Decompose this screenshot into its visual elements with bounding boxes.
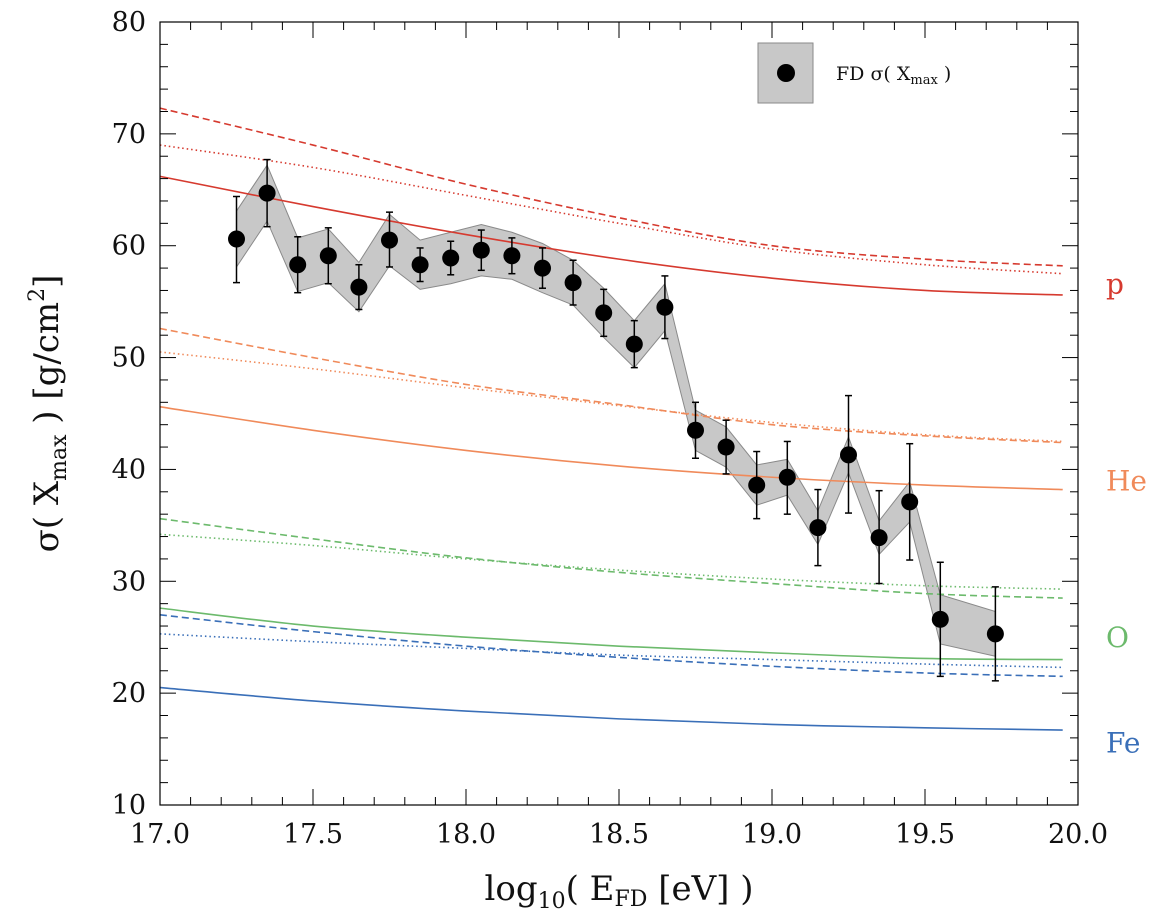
x-tick-label: 19.0 [742,819,802,850]
model-line-he-dashed [159,327,1063,444]
y-title-end: ] [27,275,67,288]
species-label-p: p [1106,268,1124,301]
data-point [442,249,460,267]
y-axis-title: σ( Xmax ) [g/cm2] [25,275,72,553]
legend-label-prefix: FD σ( X [836,63,911,85]
y-tick-label: 20 [112,678,146,709]
model-line-o-dotted [159,533,1063,590]
systematic-band [236,164,996,657]
data-point [778,468,796,486]
x-title-prefix: log [484,869,537,909]
data-point [748,476,766,494]
plot-frame [159,21,1079,806]
x-title-sub2: FD [615,887,648,912]
y-title-sup: 2 [25,288,50,302]
data-point [870,529,888,547]
data-point [381,231,398,249]
model-lines-layer [159,107,1063,731]
x-tick-label: 18.0 [436,819,496,850]
data-point [840,446,857,464]
x-tick-label: 17.5 [283,819,343,850]
data-point [809,519,827,537]
y-title-close: ) [g/cm [27,302,67,435]
error-bars-layer [233,158,999,682]
data-point [986,625,1004,643]
axis-ticks-layer [159,21,1079,806]
x-title-close: [eV] ) [647,869,753,909]
data-point [595,304,613,322]
x-tick-label: 18.5 [589,819,649,850]
data-point [687,421,704,439]
y-tick-label: 40 [112,454,146,485]
model-line-he-solid [159,405,1063,491]
data-point [319,247,337,265]
y-tick-label: 70 [112,119,146,150]
model-line-o-dashed [159,517,1063,599]
data-point [901,493,919,511]
y-tick-label: 80 [112,7,146,38]
data-point [289,256,307,274]
x-title-open: ( E [566,869,615,909]
data-point [472,241,490,259]
data-point [931,610,949,628]
species-label-he: He [1106,465,1147,498]
species-label-o: O [1106,621,1129,654]
model-line-he-dotted [159,351,1063,443]
systematic-band-layer [236,164,996,657]
model-line-o-solid [159,607,1063,661]
data-point [717,438,735,456]
legend-marker [777,64,795,82]
legend-label-suffix: ) [938,63,951,85]
model-line-p-dashed [159,107,1063,267]
data-point [411,256,429,274]
data-point [656,298,674,316]
legend-label: FD σ( Xmax ) [836,63,951,88]
data-point [258,184,276,202]
y-title-sub: max [47,434,72,481]
model-line-fe-dotted [159,633,1063,669]
x-tick-label: 19.5 [895,819,955,850]
data-point [228,230,245,248]
legend: FD σ( Xmax ) [757,42,951,104]
x-tick-label: 17.0 [130,819,190,850]
data-point [625,335,643,353]
data-point [534,259,551,277]
y-tick-label: 10 [112,790,146,821]
legend-label-sub: max [910,73,938,88]
x-axis-title: log10( EFD [eV] ) [484,869,753,914]
model-line-fe-solid [159,686,1063,731]
x-tick-label: 20.0 [1048,819,1108,850]
species-label-fe: Fe [1106,726,1140,759]
tick-labels-layer: 17.0 17.5 18.0 18.5 19.0 19.5 20.0 10 20 30 40 50 60… [112,7,1108,850]
species-labels-layer: p He O Fe [1106,268,1147,760]
x-title-sub: 10 [538,889,566,914]
data-point [503,247,521,265]
y-tick-label: 60 [112,231,146,262]
data-points-layer [228,184,1004,643]
data-point [564,274,582,292]
model-line-p-dotted [159,144,1063,275]
y-tick-label: 50 [112,343,146,374]
y-title-prefix: σ( X [27,480,67,552]
model-line-p-solid [159,175,1063,296]
y-tick-label: 30 [112,566,146,597]
data-point [350,278,368,296]
